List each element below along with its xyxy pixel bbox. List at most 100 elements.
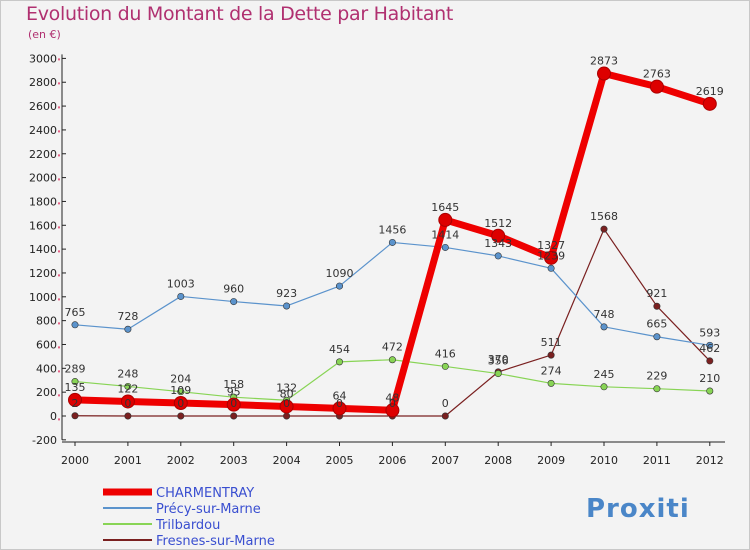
data-label: 0 (177, 397, 184, 410)
data-point (600, 323, 608, 331)
data-point (279, 399, 294, 414)
data-point (120, 394, 135, 409)
data-label: 132 (276, 381, 297, 394)
data-point (68, 392, 82, 407)
data-point (441, 362, 449, 370)
data-label: 0 (336, 397, 343, 410)
data-label: 748 (594, 308, 615, 321)
y-tick-label: 600 (36, 338, 57, 351)
y-tick-label: 2000 (29, 172, 57, 185)
data-label: 210 (699, 372, 720, 385)
data-point (600, 225, 608, 233)
data-label: 416 (435, 347, 456, 360)
data-point (653, 302, 661, 310)
data-point (649, 79, 664, 94)
x-tick-label: 2011 (643, 454, 671, 467)
data-label: 1512 (484, 217, 512, 230)
chart-title: Evolution du Montant de la Dette par Hab… (26, 3, 454, 25)
data-point (547, 351, 555, 359)
y-tick-label: 2600 (29, 100, 57, 113)
data-point (335, 358, 343, 366)
y-tick-label: 2200 (29, 148, 57, 161)
data-point (283, 302, 291, 310)
data-label: 370 (488, 353, 509, 366)
y-tick-label: 800 (36, 315, 57, 328)
data-point (706, 387, 714, 395)
x-tick-label: 2012 (696, 454, 724, 467)
x-tick-label: 2009 (537, 454, 565, 467)
data-label: 289 (65, 363, 86, 376)
data-label: 765 (65, 306, 86, 319)
x-tick-label: 2004 (273, 454, 301, 467)
data-label: 0 (283, 397, 290, 410)
data-label: 204 (170, 373, 191, 386)
data-point (226, 397, 241, 412)
data-label: 923 (276, 287, 297, 300)
x-tick-label: 2010 (590, 454, 618, 467)
data-point (544, 250, 559, 265)
x-tick-label: 2008 (484, 454, 512, 467)
data-label: 472 (382, 341, 403, 354)
y-tick-label: 1800 (29, 195, 57, 208)
data-label: 80 (280, 387, 294, 400)
y-tick-label: 1600 (29, 219, 57, 232)
data-point (124, 325, 132, 333)
data-label: 274 (541, 364, 562, 377)
data-point (653, 385, 661, 393)
data-label: 64 (333, 389, 347, 402)
data-point (388, 356, 396, 364)
data-point (71, 378, 79, 386)
y-tick-label: 1200 (29, 267, 57, 280)
data-label: 593 (699, 326, 720, 339)
data-label: 728 (117, 310, 138, 323)
data-label: 1414 (431, 228, 459, 241)
data-point (600, 383, 608, 391)
data-label: 1568 (590, 210, 618, 223)
x-tick-label: 2005 (326, 454, 354, 467)
data-point (335, 282, 343, 290)
data-label: 2619 (696, 85, 724, 98)
y-tick-label: 200 (36, 386, 57, 399)
data-label: 0 (442, 397, 449, 410)
y-tick-label: 1400 (29, 243, 57, 256)
legend-label: Fresnes-sur-Marne (156, 534, 275, 549)
data-label: 248 (117, 367, 138, 380)
data-point (547, 264, 555, 272)
data-point (230, 412, 238, 420)
data-point (124, 412, 132, 420)
data-point (124, 382, 132, 390)
data-label: 0 (230, 397, 237, 410)
y-tick-label: 0 (50, 410, 57, 423)
data-label: 511 (541, 336, 562, 349)
data-point (494, 252, 502, 260)
data-label: 158 (223, 378, 244, 391)
x-tick-label: 2006 (378, 454, 406, 467)
data-label: 1456 (378, 223, 406, 236)
data-label: 462 (699, 342, 720, 355)
data-point (441, 243, 449, 251)
data-point (177, 292, 185, 300)
data-point (283, 412, 291, 420)
data-label: 0 (124, 397, 131, 410)
data-point (385, 403, 400, 418)
data-label: 1239 (537, 249, 565, 262)
data-label: 1343 (484, 237, 512, 250)
data-point (706, 341, 714, 349)
legend-label: Précy-sur-Marne (156, 502, 261, 517)
data-label: 960 (223, 283, 244, 296)
x-tick-label: 2000 (61, 454, 89, 467)
data-label: 1327 (537, 239, 565, 252)
data-label: 1090 (326, 267, 354, 280)
data-point (177, 388, 185, 396)
data-label: 0 (389, 397, 396, 410)
x-tick-label: 2001 (114, 454, 142, 467)
data-point (173, 396, 188, 411)
data-point (177, 412, 185, 420)
y-tick-label: 400 (36, 362, 57, 375)
data-point (71, 412, 79, 420)
data-label: 48 (385, 391, 399, 404)
series-line-1 (74, 241, 711, 346)
data-label: 921 (646, 287, 667, 300)
data-label: 122 (117, 382, 138, 395)
